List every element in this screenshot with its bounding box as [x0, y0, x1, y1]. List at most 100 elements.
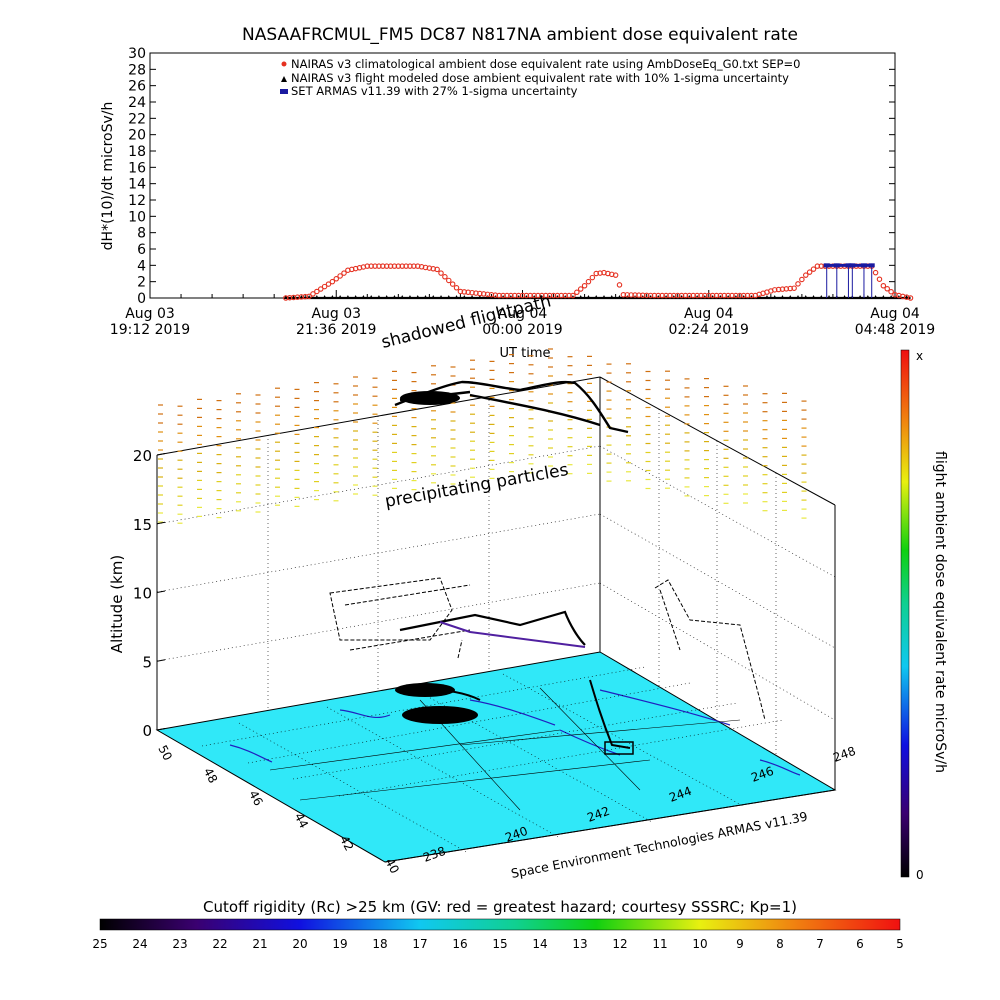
series-flight-modeled-point — [376, 295, 381, 299]
altitude-tick-label: 15 — [133, 516, 152, 534]
rigidity-tick-label: 5 — [896, 937, 904, 951]
rigidity-tick-label: 21 — [252, 937, 267, 951]
rigidity-colorbar — [99, 918, 901, 931]
rigidity-tick-label: 24 — [132, 937, 147, 951]
rigidity-tick-label: 12 — [612, 937, 627, 951]
series-flight-modeled-point — [609, 295, 614, 299]
altitude-tick-label: 0 — [142, 722, 152, 740]
x-tick-label-time: 00:00 2019 — [482, 322, 562, 338]
series-climatological-point — [341, 270, 347, 276]
series-climatological-point — [907, 295, 914, 301]
series-armas-point — [845, 263, 852, 268]
series-flight-modeled-point — [586, 295, 591, 299]
series-climatological-point — [306, 293, 312, 300]
series-flight-modeled-point — [594, 295, 599, 299]
x-tick-label-date: Aug 03 — [311, 306, 361, 322]
series-armas-point — [860, 263, 867, 268]
series-climatological-point — [585, 278, 592, 285]
flight-path-cruise-armas — [439, 621, 586, 648]
series-flight-modeled-point — [795, 295, 800, 299]
y-tick-label: 26 — [128, 79, 146, 95]
series-climatological-point — [577, 286, 584, 292]
latitude-tick-label: 42 — [337, 833, 357, 853]
latitude-tick-label: 40 — [382, 856, 402, 876]
rigidity-tick-label: 16 — [452, 937, 467, 951]
series-climatological-point — [314, 288, 320, 295]
dose-colorbar-min: 0 — [916, 868, 924, 882]
series-climatological-point — [317, 286, 324, 292]
ground-track-cluster — [395, 391, 478, 724]
series-flight-modeled-point — [400, 295, 405, 299]
series-flight-modeled-point — [462, 295, 467, 299]
series-flight-modeled-point — [470, 295, 475, 299]
rigidity-tick-label: 14 — [532, 937, 547, 951]
y-tick-label: 12 — [128, 193, 146, 209]
altitude-tick-mark — [156, 659, 166, 662]
latitude-tick-label: 50 — [155, 743, 175, 763]
series-flight-modeled-point — [454, 295, 459, 299]
series-climatological-point — [570, 292, 576, 299]
ground-grid — [201, 666, 784, 854]
latitude-tick-label: 48 — [201, 765, 221, 785]
rigidity-ticks: 25 24 23 22 21 20 19 18 17 16 15 14 13 12 11 10 9 8 7 6 5 — [92, 937, 903, 951]
rigidity-tick-label: 6 — [856, 937, 864, 951]
series-climatological-point — [589, 274, 596, 281]
state-boundary — [269, 687, 741, 811]
series-flight-modeled-point — [345, 295, 350, 299]
series-flight-modeled-point — [439, 295, 444, 299]
x-tick-label-date: Aug 04 — [870, 306, 920, 322]
legend-entry-flight-modeled: NAIRAS v3 flight modeled dose ambient eq… — [291, 71, 789, 85]
altitude-axis-label: Altitude (km) — [108, 555, 126, 653]
latitude-tick-label: 44 — [292, 811, 312, 831]
latitude-tick-label: 46 — [246, 788, 266, 808]
rigidity-tick-label: 23 — [172, 937, 187, 951]
rigidity-tick-label: 15 — [492, 937, 507, 951]
series-flight-modeled-point — [384, 295, 389, 299]
legend-marker-armas — [280, 89, 288, 94]
rigidity-tick-label: 22 — [212, 937, 227, 951]
y-tick-label: 10 — [128, 209, 146, 225]
y-tick-label: 16 — [128, 160, 146, 176]
series-flight-modeled-point — [881, 295, 886, 299]
series-flight-modeled-point — [842, 295, 847, 299]
series-climatological-point — [872, 269, 879, 276]
series-flight-modeled-point — [423, 295, 428, 299]
series-climatological-point — [446, 277, 452, 284]
x-tick-label-date: Aug 04 — [684, 306, 734, 322]
series-climatological-point — [612, 272, 619, 278]
series-climatological-point — [574, 289, 580, 296]
x-tick-label-time: 02:24 2019 — [669, 322, 749, 338]
series-flight-modeled-point — [858, 295, 863, 299]
series-climatological-point — [337, 273, 343, 279]
series-climatological-point — [803, 272, 809, 278]
rigidity-tick-label: 18 — [372, 937, 387, 951]
series-flight-modeled-point — [865, 295, 870, 299]
series-flight-modeled-point — [617, 295, 622, 299]
series-flight-modeled-point — [772, 295, 777, 299]
series-flight-modeled-point — [780, 295, 785, 299]
series-climatological-point — [791, 285, 797, 291]
x-tick-label-date: Aug 03 — [125, 306, 175, 322]
rigidity-tick-label: 8 — [776, 937, 784, 951]
dose-colorbar — [900, 349, 910, 878]
airport-marker — [604, 741, 634, 755]
series-armas-point — [823, 263, 830, 268]
y-tick-label: 18 — [128, 144, 146, 160]
y-tick-label: 0 — [137, 291, 146, 307]
dose-legend: NAIRAS v3 climatological ambient dose eq… — [280, 57, 800, 98]
rigidity-bar-label: Cutoff rigidity (Rc) >25 km (GV: red = g… — [203, 898, 797, 916]
series-flight-modeled-point — [291, 295, 296, 299]
rigidity-tick-label: 13 — [572, 937, 587, 951]
series-flight-modeled-point — [827, 295, 832, 299]
y-tick-label: 8 — [137, 226, 146, 242]
coastline-outline — [229, 689, 801, 776]
rigidity-tick-label: 10 — [692, 937, 707, 951]
dose-rate-panel: NASAAFRCMUL_FM5 DC87 N817NA ambient dose… — [100, 25, 935, 361]
flight-path-shadow-aloft — [329, 577, 471, 659]
legend-entry-climatological: NAIRAS v3 climatological ambient dose eq… — [291, 57, 800, 71]
y-tick-label: 30 — [128, 46, 146, 62]
series-climatological-point — [884, 285, 890, 292]
